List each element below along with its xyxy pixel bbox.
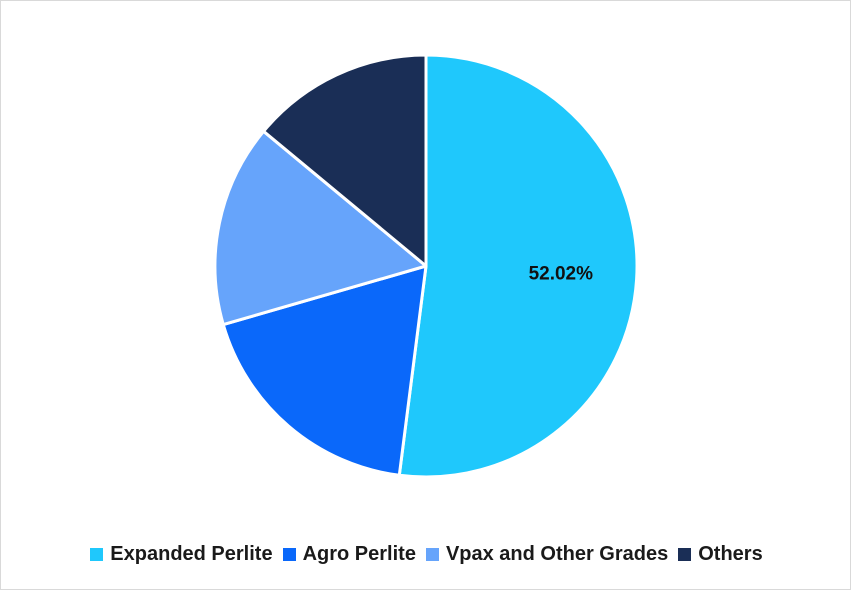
legend-item-vpax-and-other-grades: Vpax and Other Grades: [425, 542, 669, 566]
legend-swatch: [90, 547, 104, 561]
pie-slice-agro-perlite: [221, 264, 428, 477]
legend-label: Agro Perlite: [302, 542, 416, 565]
legend-item-agro-perlite: Agro Perlite: [282, 542, 416, 566]
legend-swatch: [282, 547, 296, 561]
legend-swatch: [425, 547, 439, 561]
chart-legend: Expanded Perlite Agro Perlite Vpax and O…: [1, 541, 851, 567]
legend-swatch: [678, 547, 692, 561]
legend-label: Expanded Perlite: [110, 542, 273, 565]
legend-label: Others: [698, 542, 763, 565]
slice-data-label: 52.02%: [529, 264, 594, 285]
pie-slice-expanded-perlite: [397, 53, 639, 479]
pie-slice-others: [262, 53, 428, 268]
legend-item-others: Others: [678, 542, 763, 566]
pie-chart: 52.02%: [213, 53, 639, 479]
pie-slice-vpax-and-other-grades: [213, 129, 428, 327]
legend-item-expanded-perlite: Expanded Perlite: [90, 542, 273, 566]
legend-label: Vpax and Other Grades: [445, 542, 669, 565]
